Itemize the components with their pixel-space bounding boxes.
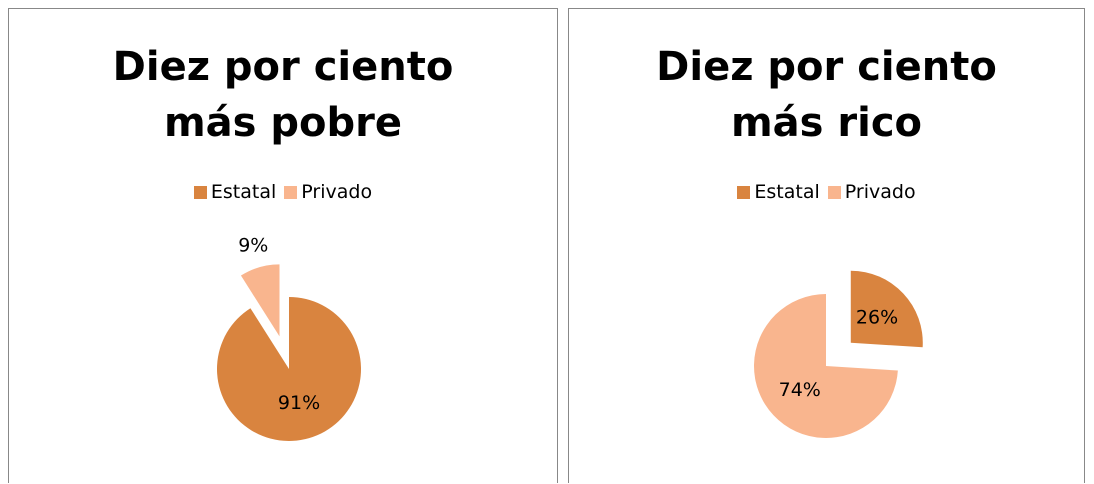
- chart-title: Diez por ciento más rico: [656, 44, 997, 146]
- pie-slice: [754, 294, 898, 438]
- legend-label: Estatal: [210, 181, 277, 203]
- legend-swatch: [827, 186, 841, 199]
- legend-item: Privado: [284, 181, 372, 203]
- chart-panel: Diez por ciento más pobre Estatal Privado 9…: [8, 8, 558, 483]
- chart-panel: Diez por ciento más rico Estatal Privado 26…: [568, 8, 1085, 483]
- chart-title: Diez por ciento más pobre: [112, 44, 454, 146]
- pie: 26% 74%: [754, 270, 923, 438]
- pie-slice: [850, 270, 923, 348]
- legend: Estatal Privado: [569, 181, 1084, 203]
- data-label: 91%: [278, 392, 320, 414]
- legend-label: Estatal: [754, 181, 820, 203]
- legend-swatch: [737, 186, 751, 199]
- legend-label: Privado: [301, 181, 373, 203]
- legend-item: Estatal: [737, 181, 820, 203]
- pie-slice: [217, 297, 362, 441]
- data-label: 9%: [238, 235, 268, 257]
- pie: 91% 9%: [217, 235, 362, 441]
- data-label: 26%: [856, 307, 898, 329]
- pie-slice: [240, 264, 280, 337]
- legend-label: Privado: [844, 181, 916, 203]
- data-label: 74%: [779, 379, 821, 401]
- legend-swatch: [284, 186, 298, 199]
- legend: Estatal Privado: [9, 181, 557, 203]
- legend-swatch: [193, 186, 207, 199]
- legend-item: Estatal: [193, 181, 277, 203]
- legend-item: Privado: [827, 181, 916, 203]
